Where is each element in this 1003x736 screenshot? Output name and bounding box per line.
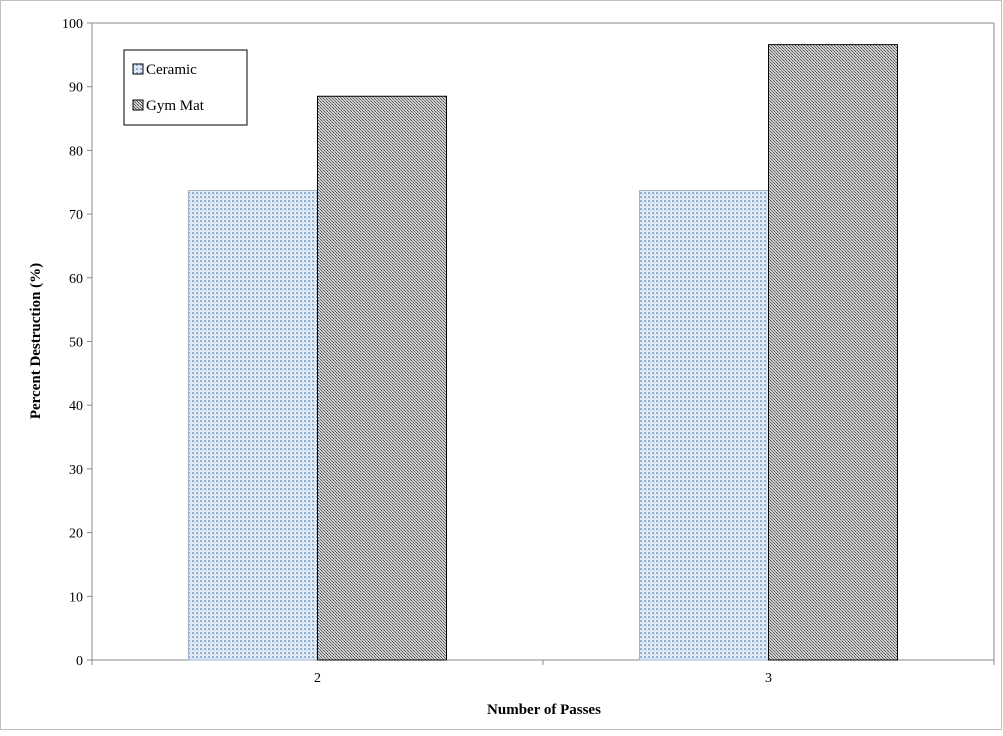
y-tick-label: 10	[69, 590, 83, 605]
bar-ceramic-3	[639, 190, 769, 661]
legend: Ceramic Gym Mat	[123, 49, 248, 126]
legend-box	[123, 49, 248, 126]
legend-label-ceramic: Ceramic	[146, 62, 197, 78]
bars	[188, 44, 898, 661]
legend-label-gym-mat: Gym Mat	[146, 98, 205, 114]
y-tick-label: 60	[69, 272, 83, 287]
y-tick-label: 80	[69, 144, 83, 159]
y-tick-label: 0	[76, 654, 83, 669]
y-tick-label: 90	[69, 81, 83, 96]
bar-ceramic-2	[188, 190, 318, 661]
legend-swatch-gym-mat	[132, 99, 144, 111]
tick-labels: 0 10 20 30 40 50 60 70 80 90 100 2 3	[62, 17, 772, 686]
bar-gym-mat-3	[768, 44, 898, 661]
x-axis-label: Number of Passes	[487, 702, 601, 718]
bar-gym-mat-2	[317, 95, 447, 661]
y-tick-label: 20	[69, 527, 83, 542]
y-axis-label: Percent Destruction (%)	[28, 263, 44, 419]
x-tick-label: 2	[314, 671, 321, 686]
y-tick-label: 70	[69, 208, 83, 223]
y-tick-label: 100	[62, 17, 83, 32]
legend-swatch-ceramic	[132, 63, 144, 75]
y-tick-label: 30	[69, 463, 83, 478]
x-tick-label: 3	[765, 671, 772, 686]
y-tick-label: 40	[69, 399, 83, 414]
y-tick-label: 50	[69, 336, 83, 351]
